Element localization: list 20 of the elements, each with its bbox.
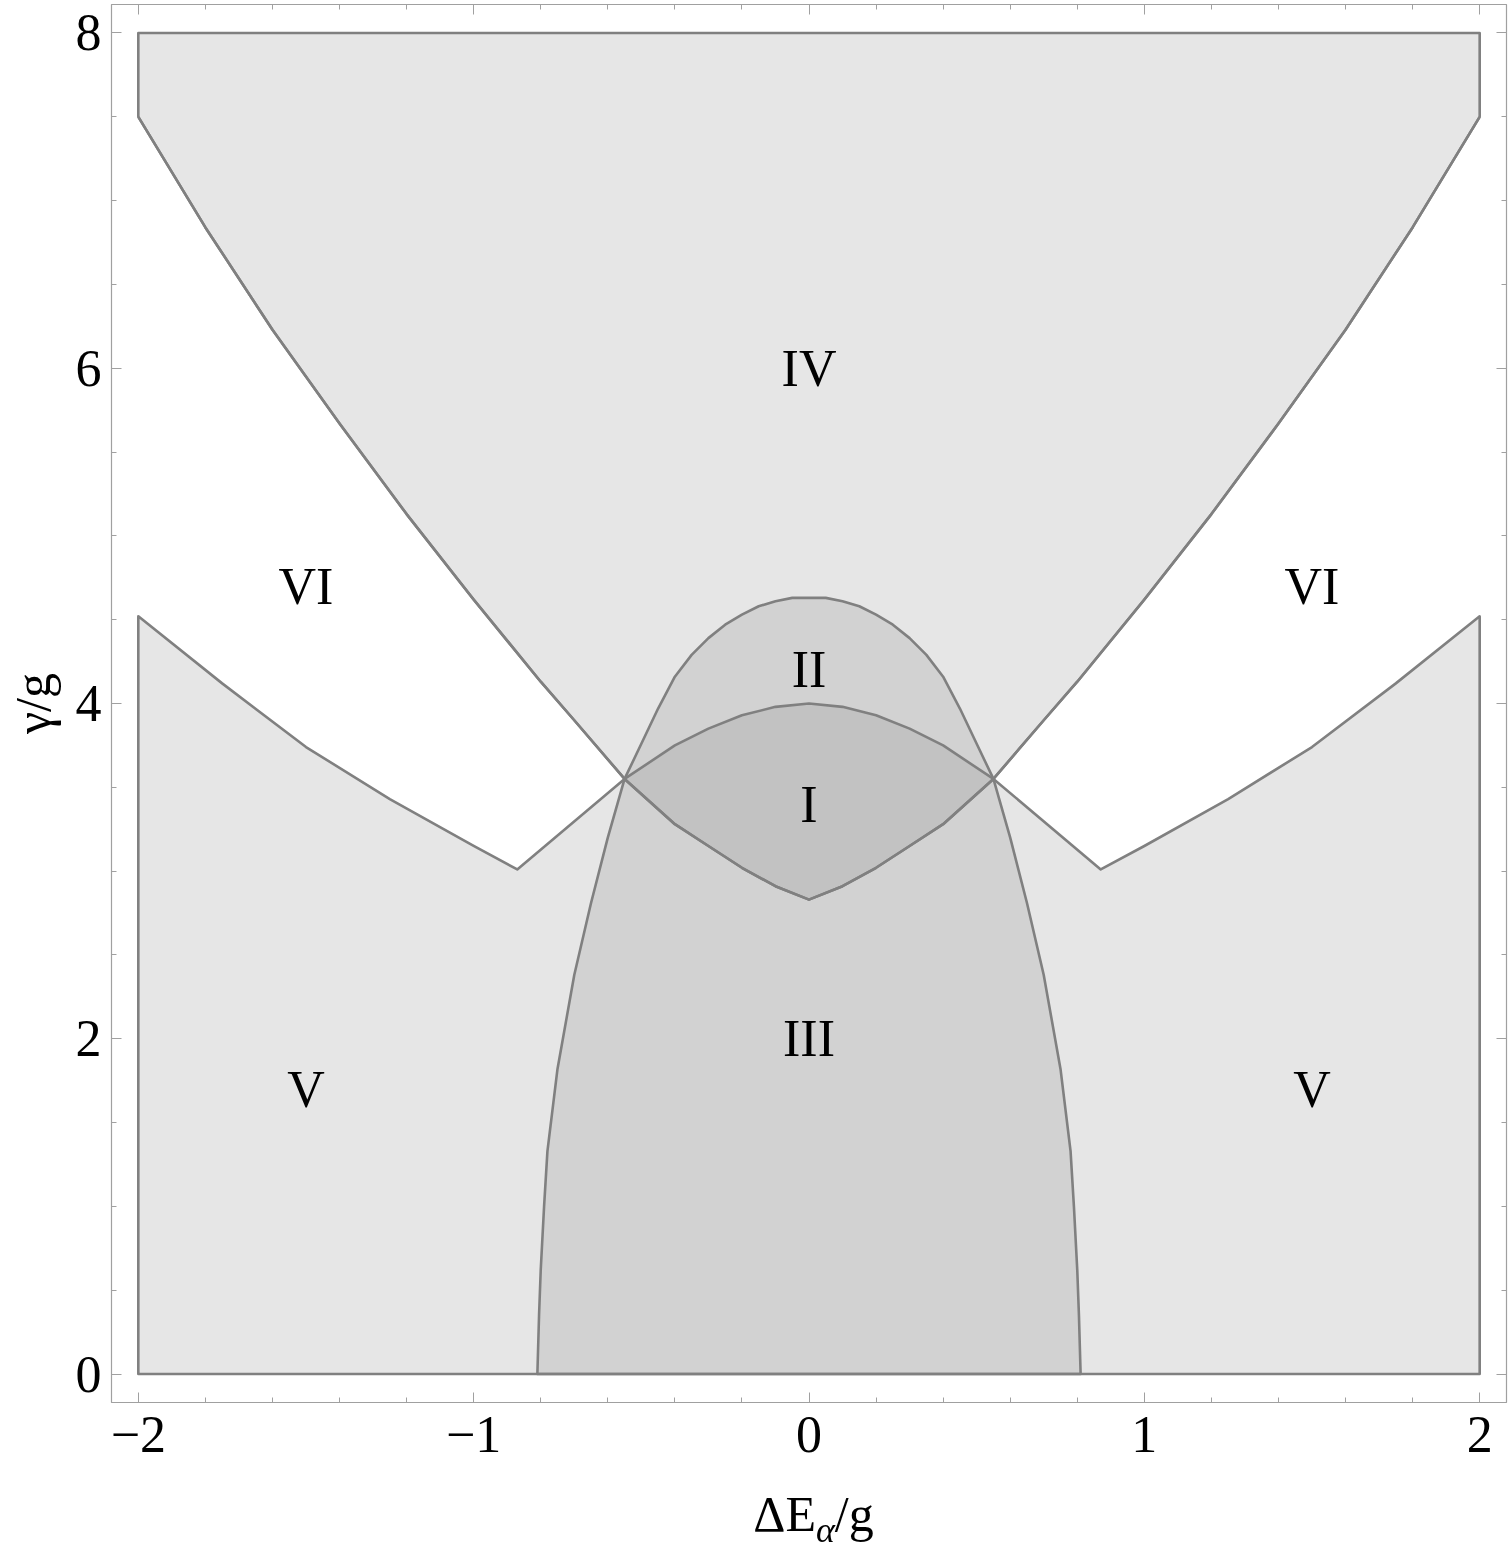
x-tick-label: 1 <box>1131 1405 1158 1463</box>
y-tick-label: 4 <box>75 675 102 732</box>
annotation: I <box>800 775 818 833</box>
y-axis-title: γ/g <box>4 672 61 735</box>
annotation: III <box>783 1010 835 1068</box>
annotation: V <box>1293 1060 1331 1118</box>
annotation: V <box>287 1060 325 1118</box>
annotation: II <box>791 641 827 699</box>
annotation: IV <box>781 339 837 397</box>
x-tick-label: −1 <box>446 1405 502 1463</box>
y-tick-label: 6 <box>75 339 102 397</box>
y-tick-label: 8 <box>75 4 102 62</box>
annotation: VI <box>1284 557 1340 615</box>
y-tick-label: 0 <box>75 1345 102 1403</box>
y-tick-label: 2 <box>75 1010 102 1068</box>
x-tick-label: −2 <box>110 1405 166 1463</box>
annotation: VI <box>278 557 334 615</box>
x-tick-label: 2 <box>1466 1405 1493 1463</box>
x-axis-title: ΔE$_{α}$/g <box>753 1486 874 1550</box>
x-tick-label: 0 <box>796 1405 822 1463</box>
